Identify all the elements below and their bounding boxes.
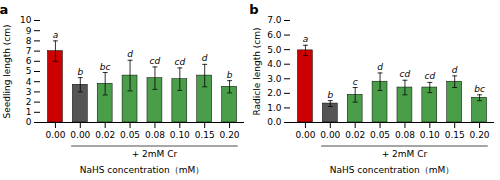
svg-text:6.0: 6.0 — [267, 30, 282, 40]
svg-text:0.05: 0.05 — [370, 130, 390, 140]
svg-text:0.20: 0.20 — [220, 130, 240, 140]
svg-text:10: 10 — [20, 15, 32, 25]
svg-text:d: d — [202, 53, 208, 63]
svg-text:3: 3 — [26, 87, 32, 97]
svg-text:0: 0 — [26, 117, 32, 127]
svg-text:0.0: 0.0 — [267, 117, 282, 127]
svg-text:2: 2 — [26, 97, 32, 107]
svg-text:0.00: 0.00 — [295, 130, 315, 140]
svg-text:5.0: 5.0 — [267, 45, 282, 55]
svg-text:0.10: 0.10 — [420, 130, 440, 140]
svg-text:8: 8 — [26, 36, 32, 46]
svg-text:cd: cd — [174, 57, 185, 67]
svg-text:0.10: 0.10 — [170, 130, 190, 140]
svg-text:b: b — [227, 70, 233, 80]
svg-text:b: b — [77, 67, 83, 77]
svg-text:0.00: 0.00 — [320, 130, 340, 140]
svg-text:NaHS concentration（mM）: NaHS concentration（mM） — [330, 165, 454, 175]
svg-text:0.08: 0.08 — [395, 130, 415, 140]
svg-text:cd: cd — [150, 56, 161, 66]
svg-text:0.02: 0.02 — [345, 130, 365, 140]
svg-text:6: 6 — [26, 56, 32, 66]
svg-text:b: b — [249, 2, 258, 17]
svg-text:bc: bc — [474, 84, 485, 94]
svg-text:0.15: 0.15 — [445, 130, 465, 140]
svg-text:cd: cd — [400, 69, 411, 79]
svg-text:0.08: 0.08 — [145, 130, 165, 140]
svg-text:4.0: 4.0 — [267, 59, 282, 69]
svg-text:2.0: 2.0 — [267, 88, 282, 98]
svg-text:bc: bc — [100, 62, 111, 72]
svg-text:3.0: 3.0 — [267, 74, 282, 84]
svg-text:d: d — [377, 62, 383, 72]
svg-text:b: b — [327, 90, 333, 100]
svg-text:d: d — [127, 49, 133, 59]
svg-text:7: 7 — [26, 46, 32, 56]
svg-text:Seedling length (cm): Seedling length (cm) — [2, 24, 12, 118]
svg-text:4: 4 — [26, 77, 32, 87]
svg-text:0.00: 0.00 — [70, 130, 90, 140]
svg-text:Radicle length (cm): Radicle length (cm) — [252, 28, 262, 116]
svg-text:a: a — [53, 30, 59, 40]
svg-text:7.0: 7.0 — [267, 15, 282, 25]
svg-text:0.15: 0.15 — [195, 130, 215, 140]
svg-text:5: 5 — [26, 66, 32, 76]
svg-text:9: 9 — [26, 26, 32, 36]
svg-text:0.02: 0.02 — [95, 130, 115, 140]
svg-text:1: 1 — [26, 107, 32, 117]
svg-text:+ 2mM Cr: + 2mM Cr — [132, 149, 178, 159]
svg-text:a: a — [303, 34, 309, 44]
svg-text:+ 2mM Cr: + 2mM Cr — [382, 149, 428, 159]
svg-text:c: c — [353, 77, 358, 87]
svg-text:NaHS concentration（mM）: NaHS concentration（mM） — [80, 165, 204, 175]
svg-text:a: a — [0, 2, 8, 17]
svg-text:0.00: 0.00 — [45, 130, 65, 140]
svg-text:d: d — [452, 65, 458, 75]
svg-text:0.20: 0.20 — [470, 130, 490, 140]
svg-text:1.0: 1.0 — [267, 103, 282, 113]
svg-text:0.05: 0.05 — [120, 130, 140, 140]
svg-text:cd: cd — [424, 71, 435, 81]
